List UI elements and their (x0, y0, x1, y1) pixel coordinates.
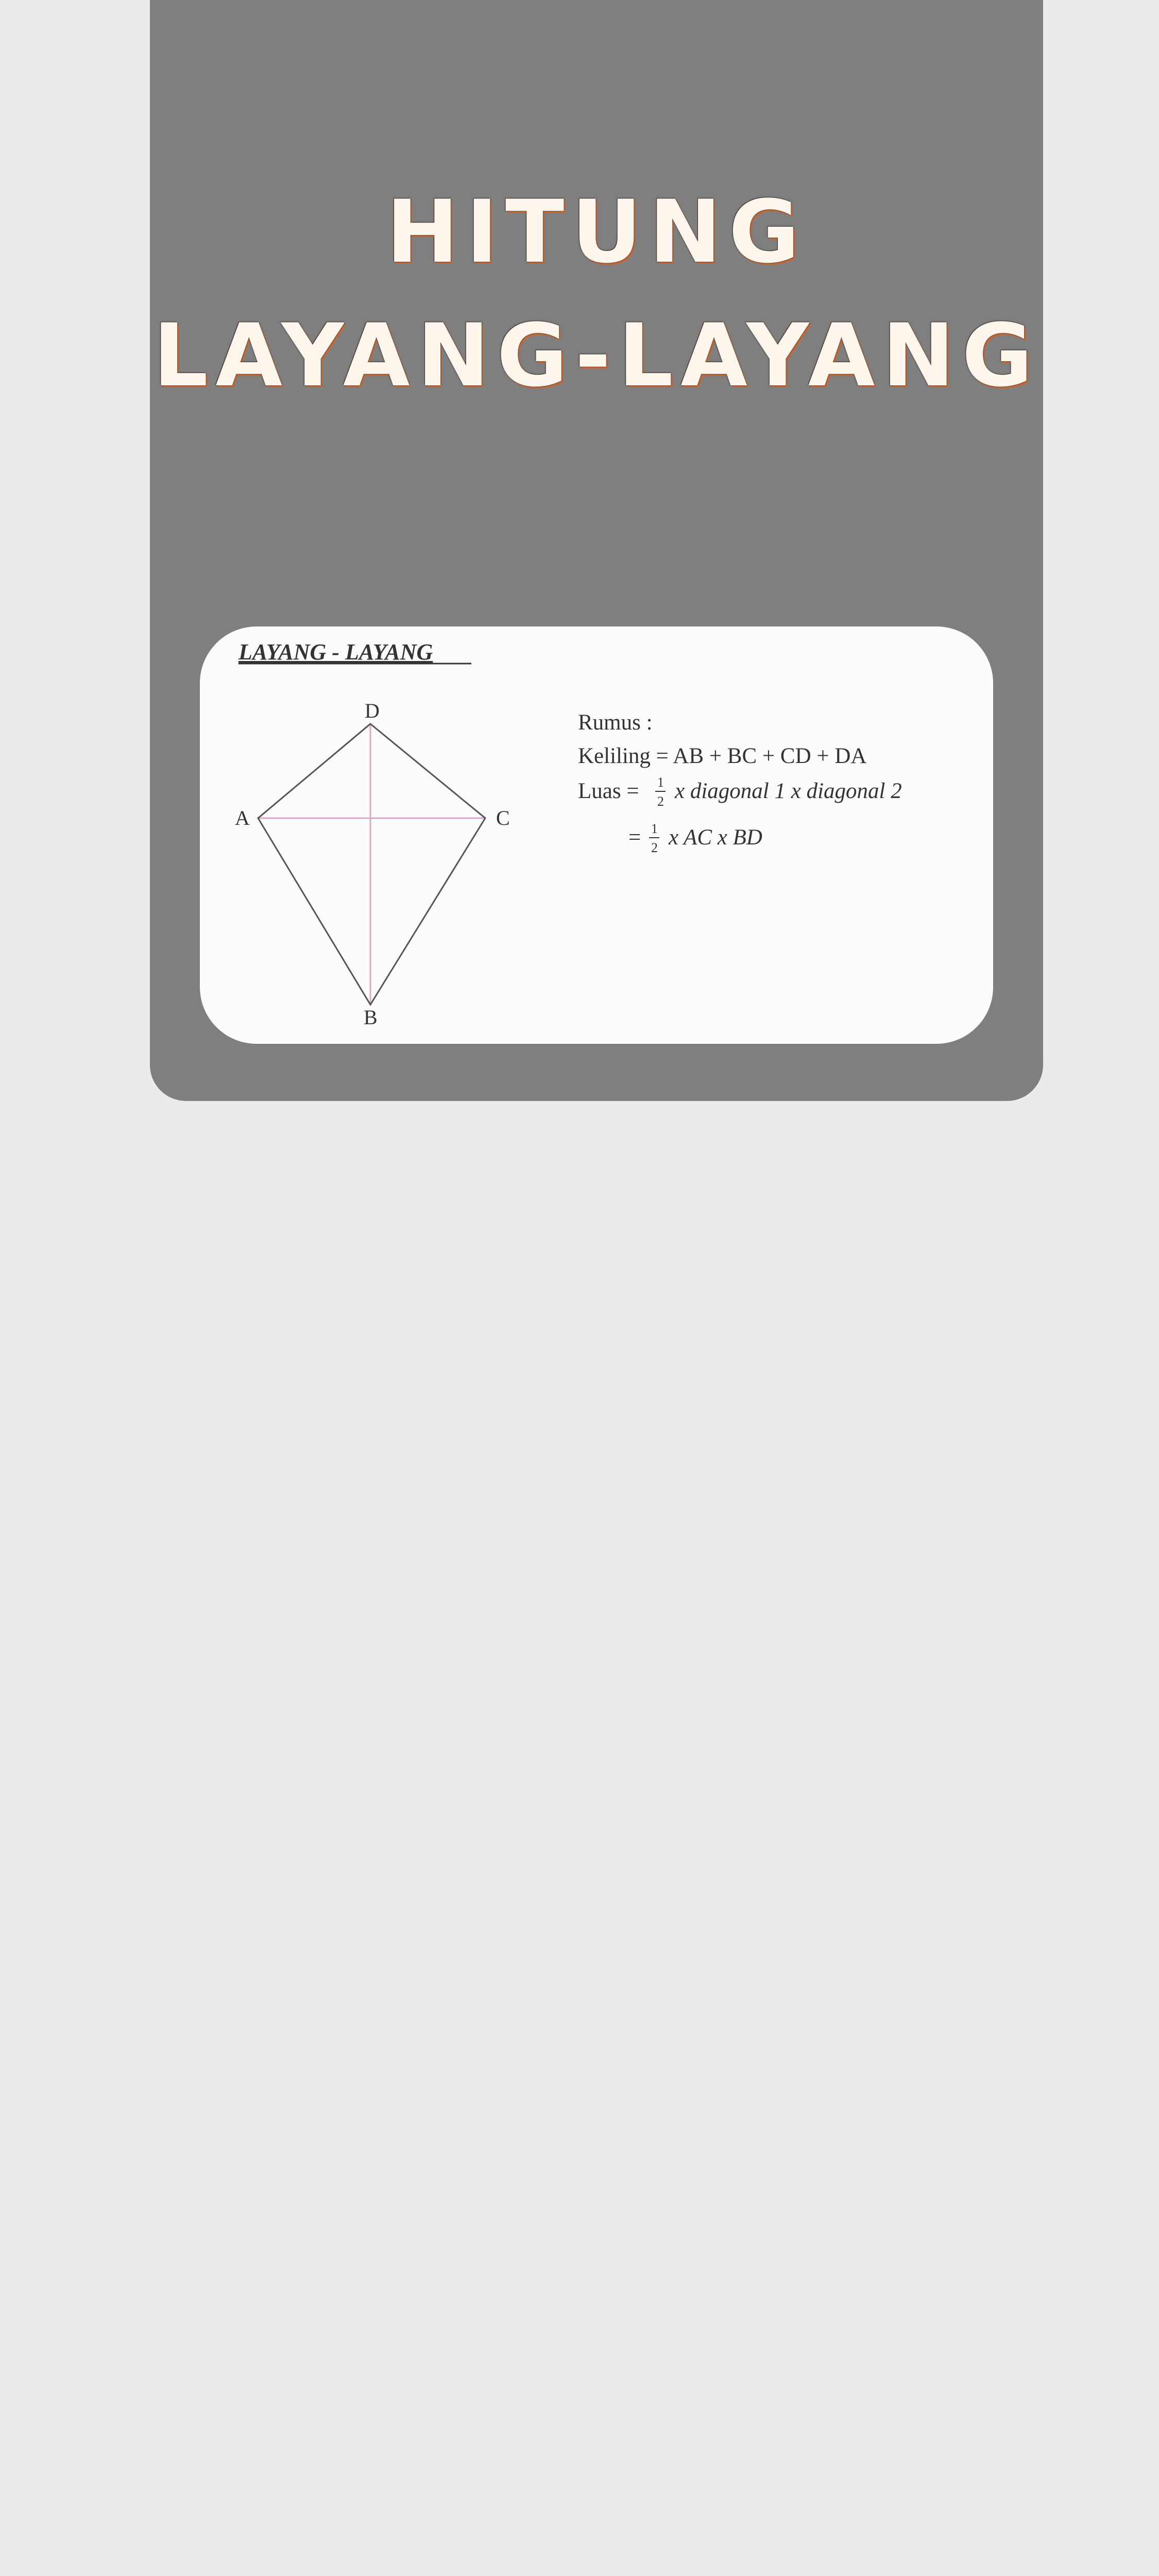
kite-formula-image: LAYANG - LAYANG D A C B Rumus : Keliling… (200, 626, 993, 1044)
formula-luas-rest: x diagonal 1 x diagonal 2 (674, 779, 902, 803)
vertex-label-a: A (235, 806, 250, 829)
fraction2-numerator: 1 (651, 821, 658, 836)
vertex-label-b: B (364, 1006, 378, 1029)
formula-keliling: Keliling = AB + BC + CD + DA (578, 744, 867, 768)
formula-label: Rumus : (578, 710, 653, 735)
title-line-2: LAYANG-LAYANG (153, 305, 1040, 406)
vertex-label-c: C (496, 806, 510, 829)
formula-luas-prefix: Luas = (578, 779, 639, 803)
fraction-numerator: 1 (657, 775, 664, 790)
kite-diagram: LAYANG - LAYANG D A C B Rumus : Keliling… (235, 639, 902, 1029)
formula-luas2-rest: x AC x BD (668, 825, 762, 850)
vertex-label-d: D (365, 699, 380, 722)
title-line-1: HITUNG (386, 181, 807, 282)
formula-luas2-prefix: = (628, 825, 641, 850)
fraction2-denominator: 2 (651, 840, 658, 855)
figure-heading: LAYANG - LAYANG (238, 639, 433, 665)
kite-outline (257, 723, 486, 1006)
fraction-denominator: 2 (657, 794, 664, 809)
